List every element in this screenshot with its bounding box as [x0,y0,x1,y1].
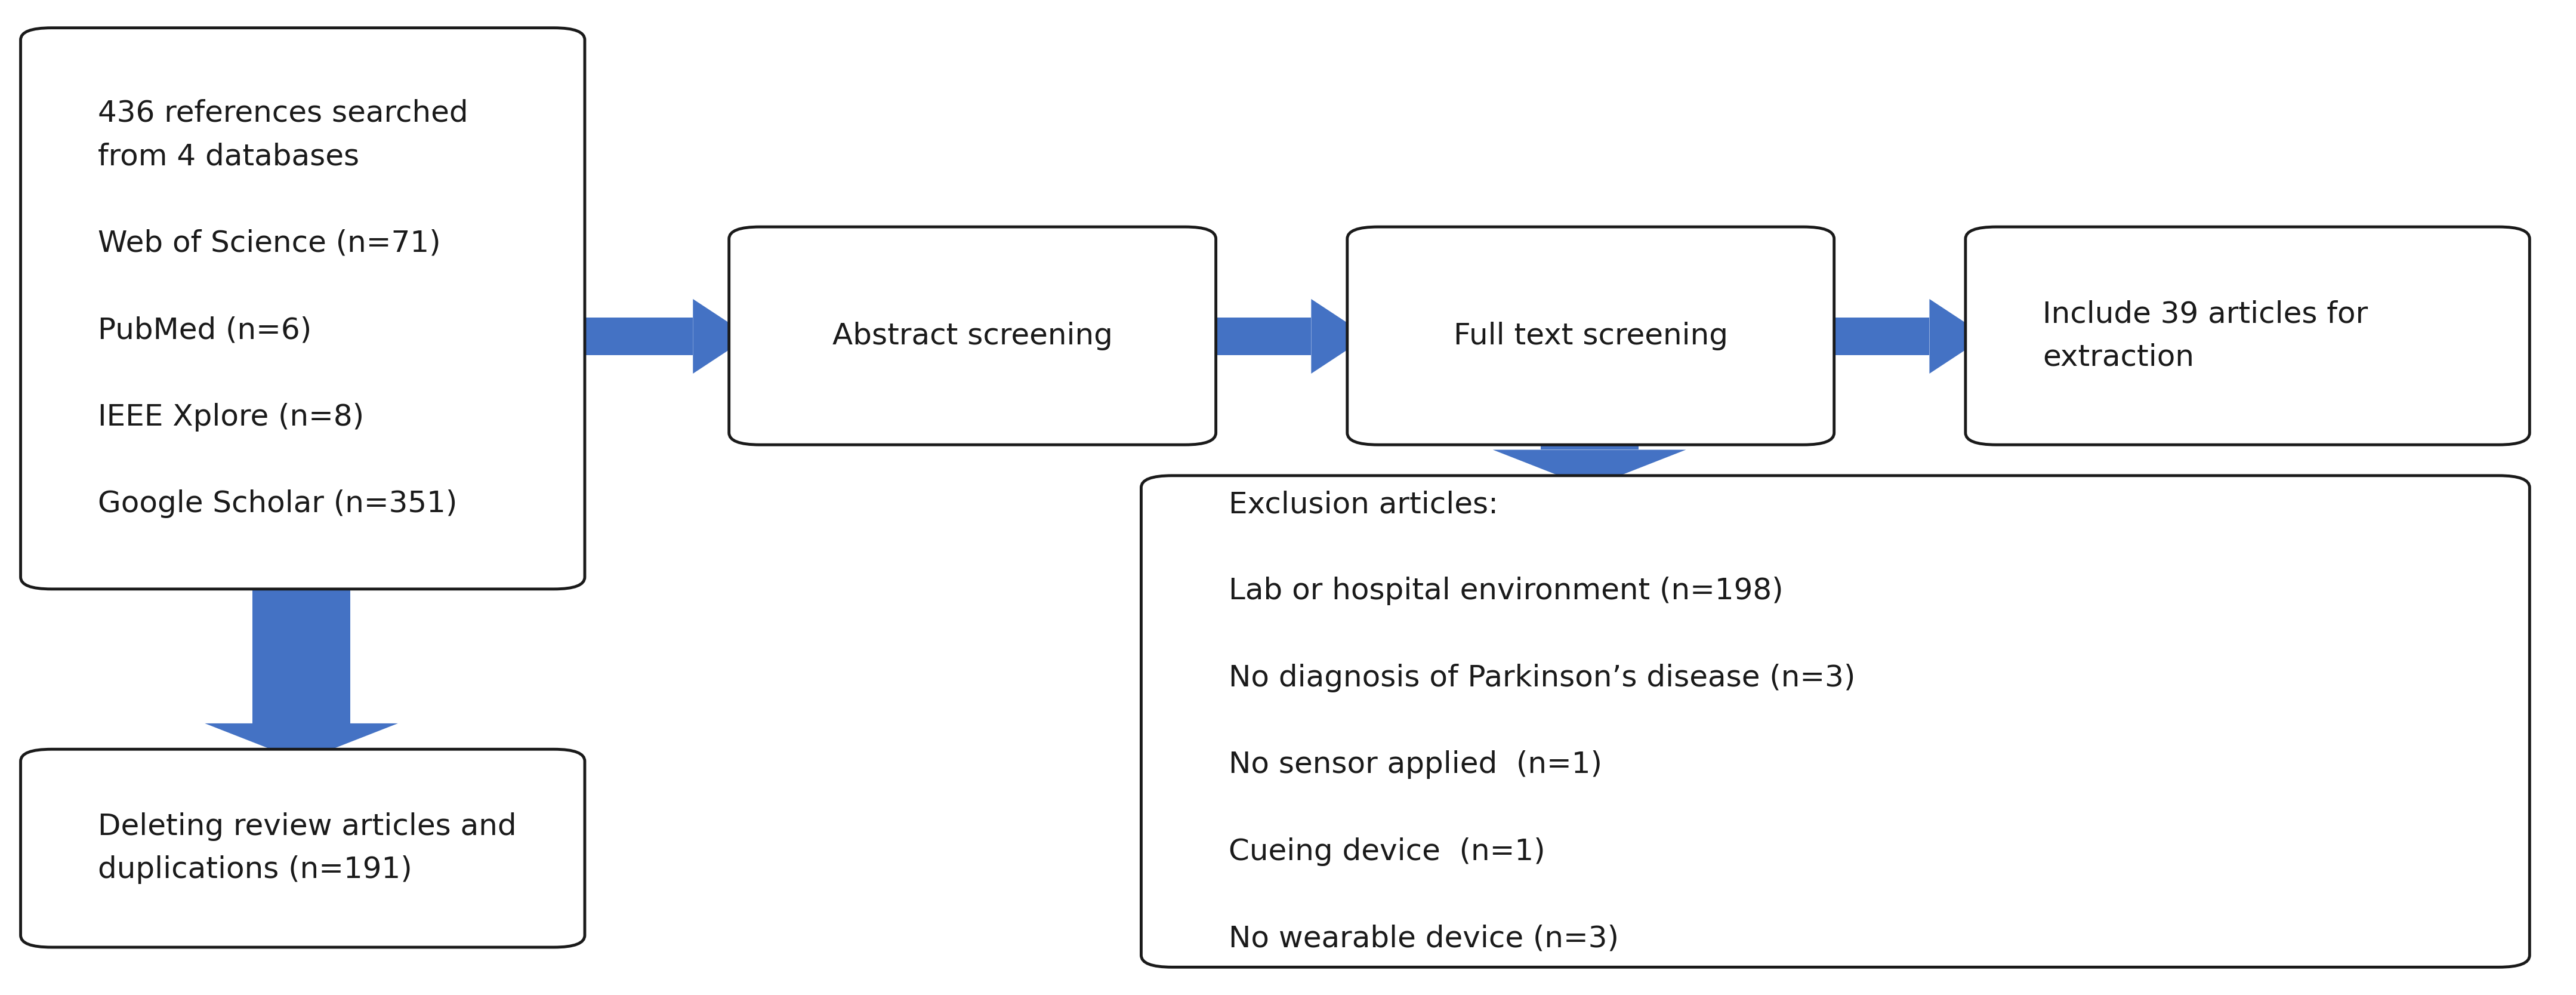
FancyBboxPatch shape [21,28,585,589]
Text: 436 references searched
from 4 databases

Web of Science (n=71)

PubMed (n=6)

I: 436 references searched from 4 databases… [98,99,469,518]
FancyBboxPatch shape [1965,227,2530,445]
Polygon shape [1803,317,1929,355]
Text: Full text screening: Full text screening [1453,321,1728,350]
Polygon shape [1929,298,1986,373]
FancyBboxPatch shape [1347,227,1834,445]
Polygon shape [1185,317,1311,355]
FancyBboxPatch shape [21,749,585,947]
Polygon shape [1540,433,1638,450]
Text: Deleting review articles and
duplications (n=191): Deleting review articles and duplication… [98,812,518,885]
Text: Include 39 articles for
extraction: Include 39 articles for extraction [2043,299,2367,372]
Polygon shape [1311,298,1368,373]
Polygon shape [554,317,693,355]
Text: Abstract screening: Abstract screening [832,321,1113,350]
Text: Exclusion articles:

Lab or hospital environment (n=198)

No diagnosis of Parkin: Exclusion articles: Lab or hospital envi… [1229,491,1855,952]
Polygon shape [1494,450,1685,488]
FancyBboxPatch shape [1141,476,2530,967]
FancyBboxPatch shape [729,227,1216,445]
Polygon shape [206,723,397,761]
Polygon shape [693,298,750,373]
Polygon shape [252,577,350,723]
